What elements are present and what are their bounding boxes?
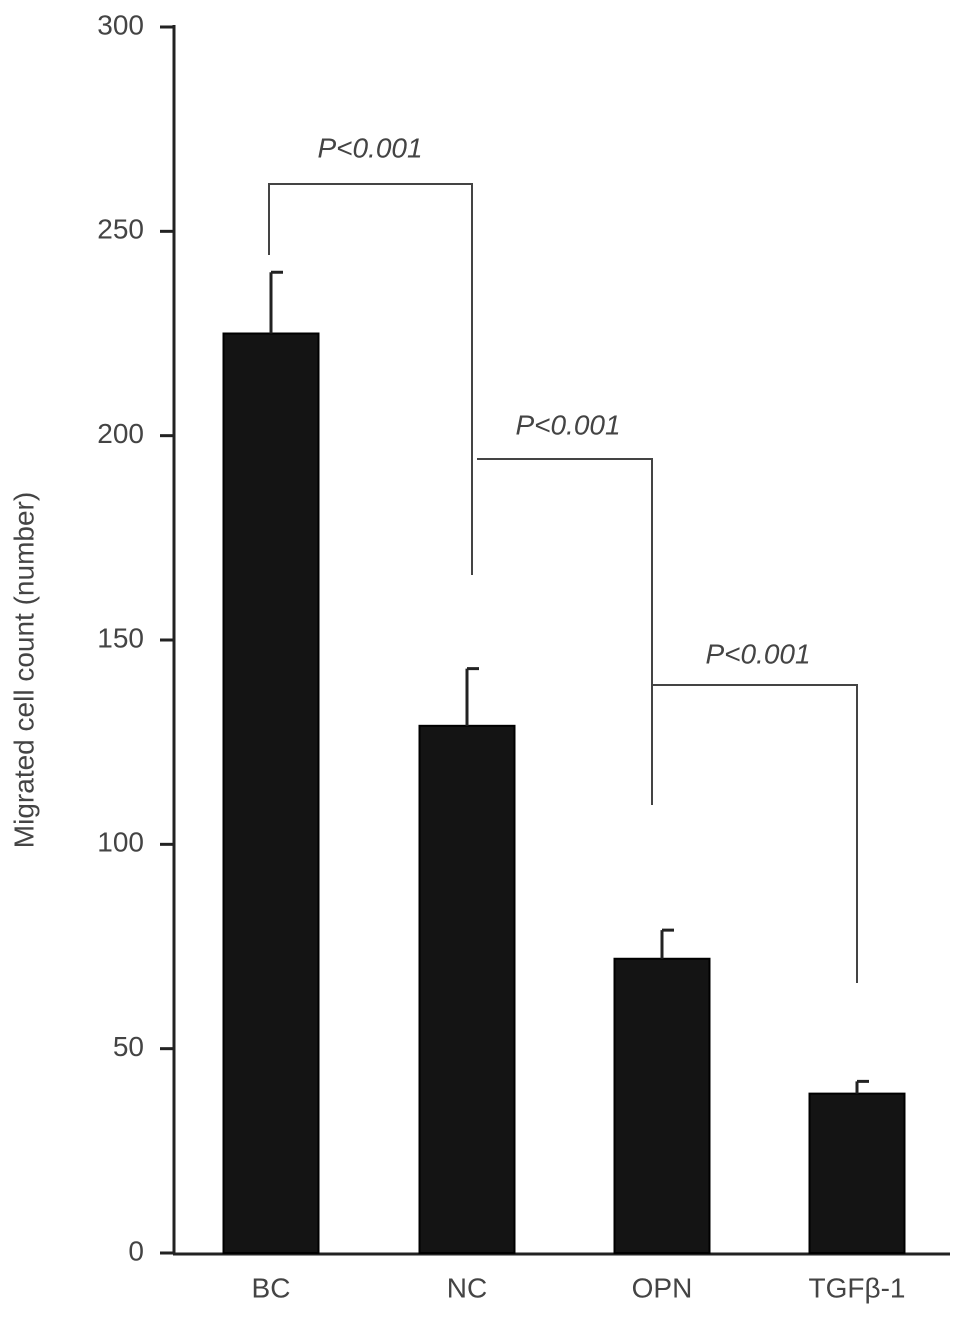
bar xyxy=(613,957,711,1254)
error-bar xyxy=(269,270,283,334)
y-tick-label: 200 xyxy=(97,418,144,449)
y-axis-label: Migrated cell count (number) xyxy=(8,492,39,848)
bar xyxy=(808,1092,906,1254)
y-tick-label: 100 xyxy=(97,827,144,858)
y-tick-label: 50 xyxy=(113,1031,144,1062)
bar xyxy=(222,332,320,1254)
significance-label: P<0.001 xyxy=(515,409,620,440)
y-tick-label: 150 xyxy=(97,622,144,653)
x-tick-label: TGFβ-1 xyxy=(809,1272,906,1303)
y-tick-label: 0 xyxy=(128,1235,144,1266)
error-bar xyxy=(660,928,674,959)
significance-label: P<0.001 xyxy=(705,638,810,669)
bar xyxy=(418,724,516,1254)
error-bar xyxy=(855,1079,869,1094)
significance-bracket xyxy=(652,684,858,983)
significance-bracket xyxy=(268,183,473,575)
y-tick-label: 250 xyxy=(97,214,144,245)
y-tick-label: 300 xyxy=(97,9,144,40)
significance-bracket xyxy=(477,458,653,805)
x-tick-label: NC xyxy=(447,1272,487,1303)
x-tick-label: OPN xyxy=(632,1272,693,1303)
x-tick-label: BC xyxy=(252,1272,291,1303)
error-bar xyxy=(465,667,479,726)
significance-label: P<0.001 xyxy=(317,132,422,163)
